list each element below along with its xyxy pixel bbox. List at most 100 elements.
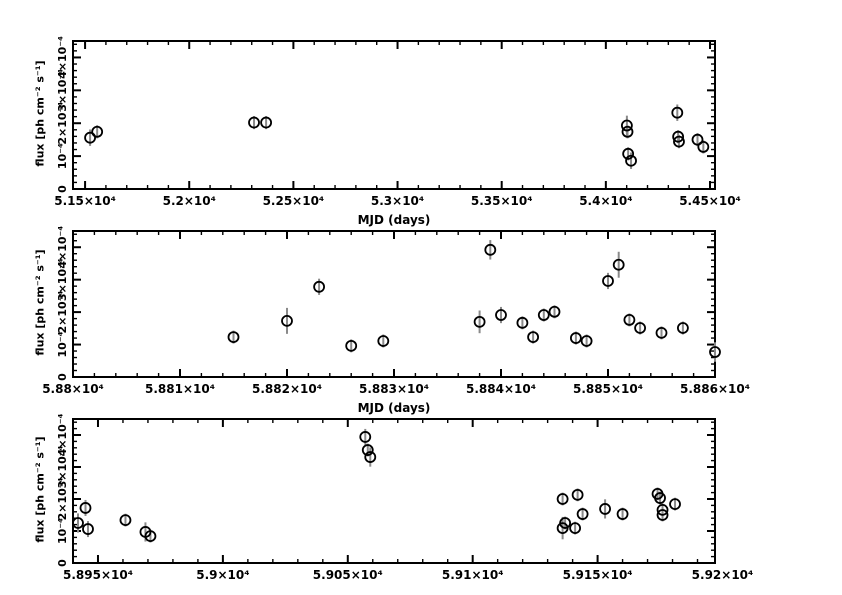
panel-1-frame xyxy=(72,40,716,190)
x-tick-label: 5.885×10⁴ xyxy=(573,382,643,396)
x-tick-label: 5.3×10⁴ xyxy=(371,194,424,208)
data-point xyxy=(621,125,634,138)
y-tick-label: 2×10⁻⁴ xyxy=(56,102,69,145)
y-tick-label: 2×10⁻⁴ xyxy=(56,291,69,334)
data-point xyxy=(616,508,629,520)
data-point xyxy=(548,305,561,318)
y-tick-label: 0 xyxy=(56,185,69,193)
data-point xyxy=(709,346,721,358)
panel-3-frame xyxy=(72,418,716,564)
x-tick-label: 5.895×10⁴ xyxy=(63,568,133,582)
x-tick-label: 5.883×10⁴ xyxy=(359,382,429,396)
panel-3-y-axis-title: flux [ph cm⁻² s⁻¹] xyxy=(33,436,47,543)
x-tick-label: 5.886×10⁴ xyxy=(680,382,750,396)
data-point xyxy=(473,315,486,328)
data-point xyxy=(580,335,593,347)
y-tick-label: 2×10⁻⁴ xyxy=(56,477,69,520)
data-point xyxy=(361,444,374,456)
y-tick-label: 4×10⁻⁴ xyxy=(56,36,69,79)
x-tick-label: 5.88×10⁴ xyxy=(42,382,104,396)
y-tick-label: 10⁻⁴ xyxy=(56,518,69,544)
data-point xyxy=(697,141,710,153)
data-point xyxy=(79,502,92,514)
data-point xyxy=(527,331,539,343)
y-tick-label: 0 xyxy=(56,373,69,381)
data-point xyxy=(612,258,625,271)
data-point xyxy=(656,509,669,521)
panel-1: 5.15×10⁴ 5.2×10⁴ 5.25×10⁴ 5.3×10⁴ 5.35×10⁴ 5.… xyxy=(54,36,741,208)
data-point xyxy=(72,517,84,529)
x-tick-label: 5.881×10⁴ xyxy=(145,382,215,396)
x-tick-label: 5.882×10⁴ xyxy=(252,382,322,396)
data-point xyxy=(691,133,704,146)
data-point xyxy=(625,154,637,167)
data-point xyxy=(359,431,372,443)
data-point xyxy=(484,243,497,256)
data-point xyxy=(377,335,390,347)
data-point xyxy=(672,130,685,143)
data-point xyxy=(669,498,681,511)
data-point xyxy=(313,280,326,293)
x-tick-label: 5.905×10⁴ xyxy=(313,568,383,582)
data-point xyxy=(144,530,157,543)
x-tick-label: 5.91×10⁴ xyxy=(442,568,504,582)
x-tick-label: 5.25×10⁴ xyxy=(263,194,325,208)
panel-1-y-axis-title: flux [ph cm⁻² s⁻¹] xyxy=(33,60,47,167)
data-point xyxy=(634,322,646,334)
y-tick-label: 3×10⁻⁴ xyxy=(56,445,69,488)
data-point xyxy=(576,508,589,520)
data-point xyxy=(345,339,358,352)
data-point xyxy=(537,309,550,321)
x-tick-label: 5.15×10⁴ xyxy=(54,194,116,208)
y-tick-label: 0 xyxy=(56,559,69,567)
y-tick-label: 4×10⁻⁴ xyxy=(56,226,69,269)
data-point xyxy=(569,522,582,535)
data-point xyxy=(602,275,614,287)
data-point xyxy=(677,322,689,334)
data-point xyxy=(227,331,240,343)
y-tick-label: 3×10⁻⁴ xyxy=(56,258,69,301)
panel-2-y-axis-title: flux [ph cm⁻² s⁻¹] xyxy=(33,249,47,356)
x-tick-label: 5.9×10⁴ xyxy=(196,568,249,582)
y-tick-label: 4×10⁻⁴ xyxy=(56,413,69,456)
y-tick-label: 3×10⁻⁴ xyxy=(56,69,69,112)
data-point xyxy=(119,514,132,527)
data-point xyxy=(91,125,104,138)
panel-2-x-axis-title: MJD (days) xyxy=(357,401,431,415)
data-point xyxy=(599,503,611,515)
data-point xyxy=(623,313,636,326)
y-tick-label: 10⁻⁴ xyxy=(56,331,69,357)
data-point xyxy=(84,131,96,144)
data-point xyxy=(248,116,260,129)
data-point xyxy=(260,116,272,129)
panel-3: 5.895×10⁴ 5.9×10⁴ 5.905×10⁴ 5.91×10⁴ 5.915×1… xyxy=(56,413,753,582)
x-tick-label: 5.45×10⁴ xyxy=(679,194,741,208)
x-tick-label: 5.35×10⁴ xyxy=(471,194,533,208)
data-point xyxy=(82,523,94,535)
data-point xyxy=(655,326,668,339)
data-point xyxy=(556,493,569,505)
data-point xyxy=(559,517,572,529)
data-point xyxy=(495,309,507,321)
data-point xyxy=(571,488,584,501)
x-tick-label: 5.4×10⁴ xyxy=(579,194,632,208)
y-tick-label: 10⁻⁴ xyxy=(56,143,69,169)
data-point xyxy=(364,451,377,463)
data-point xyxy=(654,492,666,504)
data-point xyxy=(656,503,669,516)
data-point xyxy=(622,147,635,160)
data-point xyxy=(516,316,529,329)
x-tick-label: 5.2×10⁴ xyxy=(163,194,216,208)
data-point xyxy=(673,135,685,148)
x-tick-label: 5.92×10⁴ xyxy=(692,568,754,582)
panel-2: 5.88×10⁴ 5.881×10⁴ 5.882×10⁴ 5.883×10⁴ 5.884… xyxy=(42,226,750,396)
x-tick-label: 5.884×10⁴ xyxy=(466,382,536,396)
data-point xyxy=(281,314,293,327)
x-tick-label: 5.915×10⁴ xyxy=(563,568,633,582)
data-point xyxy=(671,106,684,119)
data-point xyxy=(570,332,582,344)
data-point xyxy=(620,119,633,132)
panel-1-x-axis-title: MJD (days) xyxy=(357,213,431,227)
